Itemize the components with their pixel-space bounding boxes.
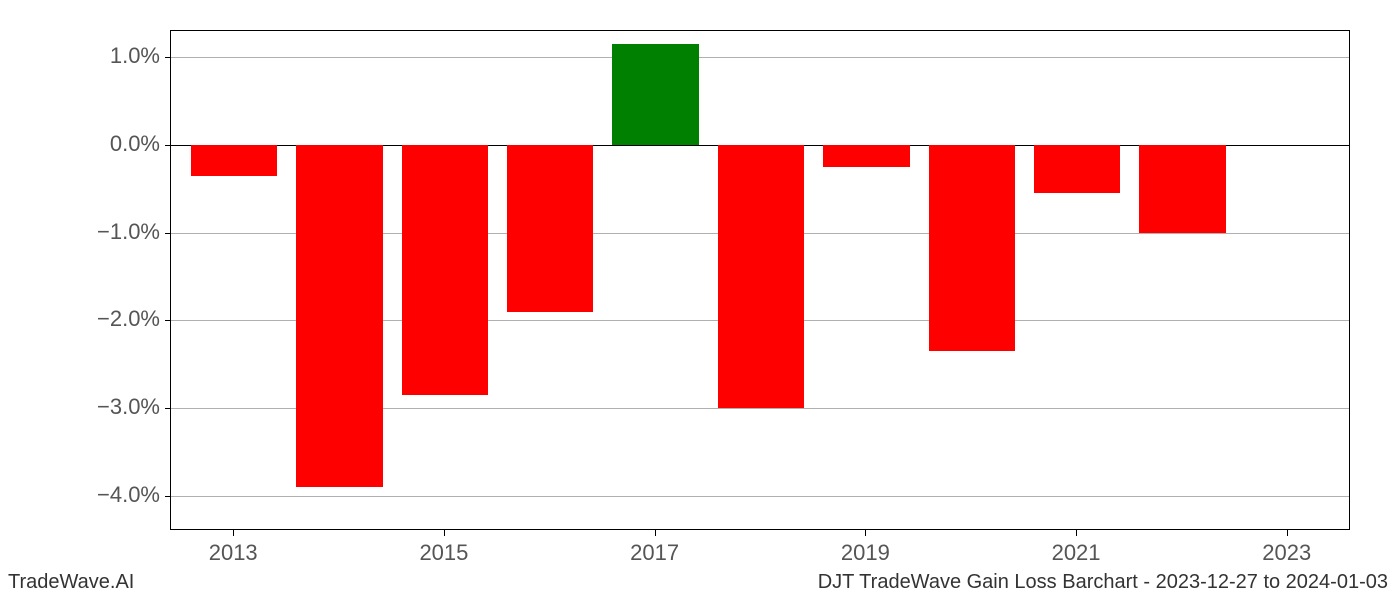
bar [191,145,277,176]
xtick-mark [233,530,234,536]
gridline [171,496,1349,497]
xtick-mark [655,530,656,536]
footer-left-text: TradeWave.AI [8,571,134,594]
xtick-label: 2021 [1052,540,1101,566]
chart-plot-area [170,30,1350,530]
xtick-mark [444,530,445,536]
bar [296,145,382,487]
bar [1139,145,1225,233]
xtick-mark [865,530,866,536]
ytick-mark [165,145,171,146]
bar [507,145,593,312]
xtick-label: 2013 [209,540,258,566]
xtick-mark [1287,530,1288,536]
ytick-mark [165,233,171,234]
xtick-label: 2015 [419,540,468,566]
ytick-label: −1.0% [60,219,160,245]
footer-right-text: DJT TradeWave Gain Loss Barchart - 2023-… [818,571,1388,594]
ytick-label: 0.0% [60,131,160,157]
bar [929,145,1015,351]
bar [718,145,804,408]
gridline [171,57,1349,58]
ytick-mark [165,57,171,58]
ytick-label: −2.0% [60,306,160,332]
xtick-label: 2019 [841,540,890,566]
ytick-label: −4.0% [60,482,160,508]
bar [402,145,488,395]
bar [1034,145,1120,193]
ytick-mark [165,496,171,497]
ytick-label: −3.0% [60,394,160,420]
bar [612,44,698,145]
xtick-label: 2023 [1262,540,1311,566]
ytick-mark [165,320,171,321]
ytick-label: 1.0% [60,43,160,69]
ytick-mark [165,408,171,409]
xtick-label: 2017 [630,540,679,566]
bar [823,145,909,167]
xtick-mark [1076,530,1077,536]
